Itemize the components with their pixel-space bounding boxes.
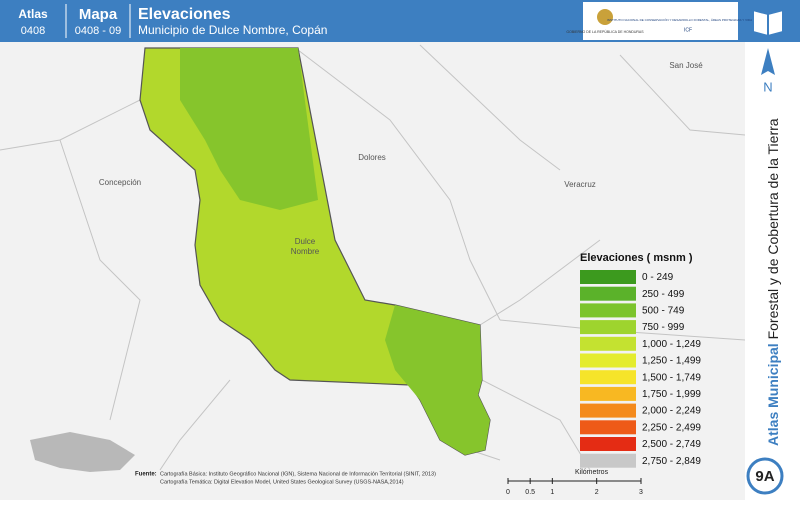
logo-acronym: ICF [684,27,692,33]
legend-swatch [580,386,636,401]
scale-bar: 0 0.5 1 2 3 Kilómetros [506,469,643,496]
scale-tick-label: 0.5 [525,489,535,496]
logo-right-text: INSTITUTO NACIONAL DE CONSERVACIÓN Y DES… [607,17,769,22]
legend-label: 2,250 - 2,499 [642,422,701,433]
sidebar-title-bold: Atlas Municipal [765,343,781,446]
legend-label: 1,750 - 1,999 [642,389,701,400]
legend-swatch [580,353,636,368]
inset-map [30,432,135,472]
place-label: Veracruz [564,180,596,189]
legend-label: 0 - 249 [642,272,674,283]
title: Elevaciones [138,6,231,23]
legend-swatch [580,286,636,301]
scale-unit: Kilómetros [575,469,609,476]
subtitle: Municipio de Dulce Nombre, Copán [138,23,327,37]
legend-swatch [580,453,636,468]
atlas-code: 0408 [21,25,45,37]
scale-tick-label: 3 [639,489,643,496]
legend-title: Elevaciones ( msnm ) [580,252,693,264]
source-line: Cartografía Temática: Digital Elevation … [160,479,404,485]
sidebar-title: Atlas Municipal Forestal y de Cobertura … [765,118,781,446]
legend-swatch [580,303,636,318]
book-icon [752,8,784,38]
sidebar-title-rest: Forestal y de Cobertura de la Tierra [765,118,781,343]
legend-label: 1,250 - 1,499 [642,356,701,367]
legend-label: 2,500 - 2,749 [642,439,701,450]
place-label: Concepción [99,178,141,187]
place-label: Dulce Nombre [291,237,320,256]
scale-tick-label: 2 [595,489,599,496]
source-label: Fuente: [135,472,157,478]
scale-tick-label: 1 [550,489,554,496]
badge [746,457,784,495]
legend-label: 750 - 999 [642,322,685,333]
place-label: Dolores [358,153,386,162]
place-label: San José [669,61,703,70]
sidebar [745,42,800,500]
place-labels: San José Dolores Concepción Veracruz Dul… [99,61,703,256]
source-line: Cartografía Básica: Instituto Geográfico… [160,471,436,477]
mapa-label: Mapa [79,6,118,23]
legend-swatch [580,320,636,335]
legend: Elevaciones ( msnm ) 0 - 249 250 - 499 500… [580,252,701,468]
elevation-zone [385,305,490,455]
legend-swatch [580,370,636,385]
legend-label: 250 - 499 [642,289,685,300]
legend-swatch [580,437,636,451]
atlas-label: Atlas [18,7,48,21]
north-label: N [763,79,772,94]
scale-tick-label: 0 [506,489,510,496]
legend-label: 500 - 749 [642,306,685,317]
legend-swatch [580,420,636,435]
legend-label: 2,000 - 2,249 [642,406,701,417]
badge-label: 9A [755,468,774,485]
legend-swatch [580,336,636,351]
north-arrow [761,48,775,75]
legend-swatch [580,270,636,284]
legend-label: 1,500 - 1,749 [642,372,701,383]
logo-emblem [597,9,613,25]
legend-label: 2,750 - 2,849 [642,456,701,467]
legend-label: 1,000 - 1,249 [642,339,701,350]
legend-swatch [580,403,636,418]
elevation-zone [180,48,318,210]
logo-left-text: GOBIERNO DE LA REPÚBLICA DE HONDURAS [566,30,644,34]
mapa-code: 0408 - 09 [75,25,121,37]
